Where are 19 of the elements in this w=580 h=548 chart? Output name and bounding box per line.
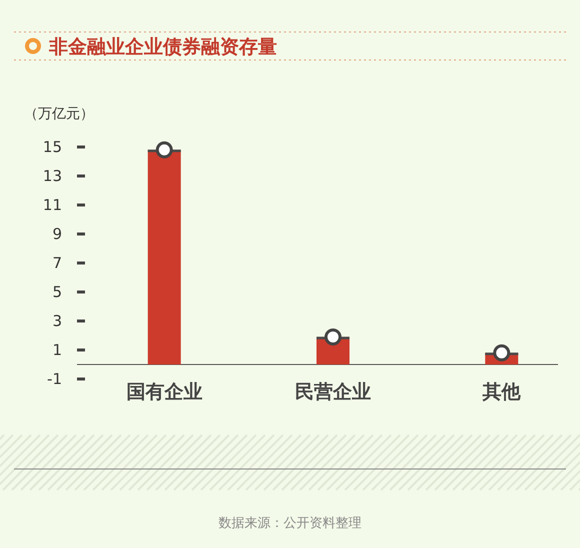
y-tick-label: 15 (42, 138, 62, 156)
x-tick-label: 国有企业 (126, 381, 202, 403)
bar (148, 150, 181, 364)
y-tick-label: 5 (52, 283, 62, 301)
point (156, 141, 173, 158)
point (493, 344, 510, 362)
y-tick-label: -1 (47, 370, 62, 388)
y-axis-title: （万亿元） (24, 106, 94, 122)
y-tick-label: 3 (52, 312, 62, 330)
chart-title: 非金融业企业债券融资存量 (48, 36, 277, 58)
x-tick-label: 其他 (482, 381, 522, 403)
source-note: 数据来源：公开资料整理 (218, 516, 362, 531)
x-tick-label: 民营企业 (295, 381, 371, 403)
y-tick-label: 9 (52, 225, 62, 243)
y-tick-label: 7 (52, 254, 62, 272)
y-tick-label: 1 (52, 341, 62, 359)
y-tick-label: 13 (42, 167, 62, 185)
point (324, 328, 342, 346)
y-tick-label: 11 (42, 196, 62, 214)
